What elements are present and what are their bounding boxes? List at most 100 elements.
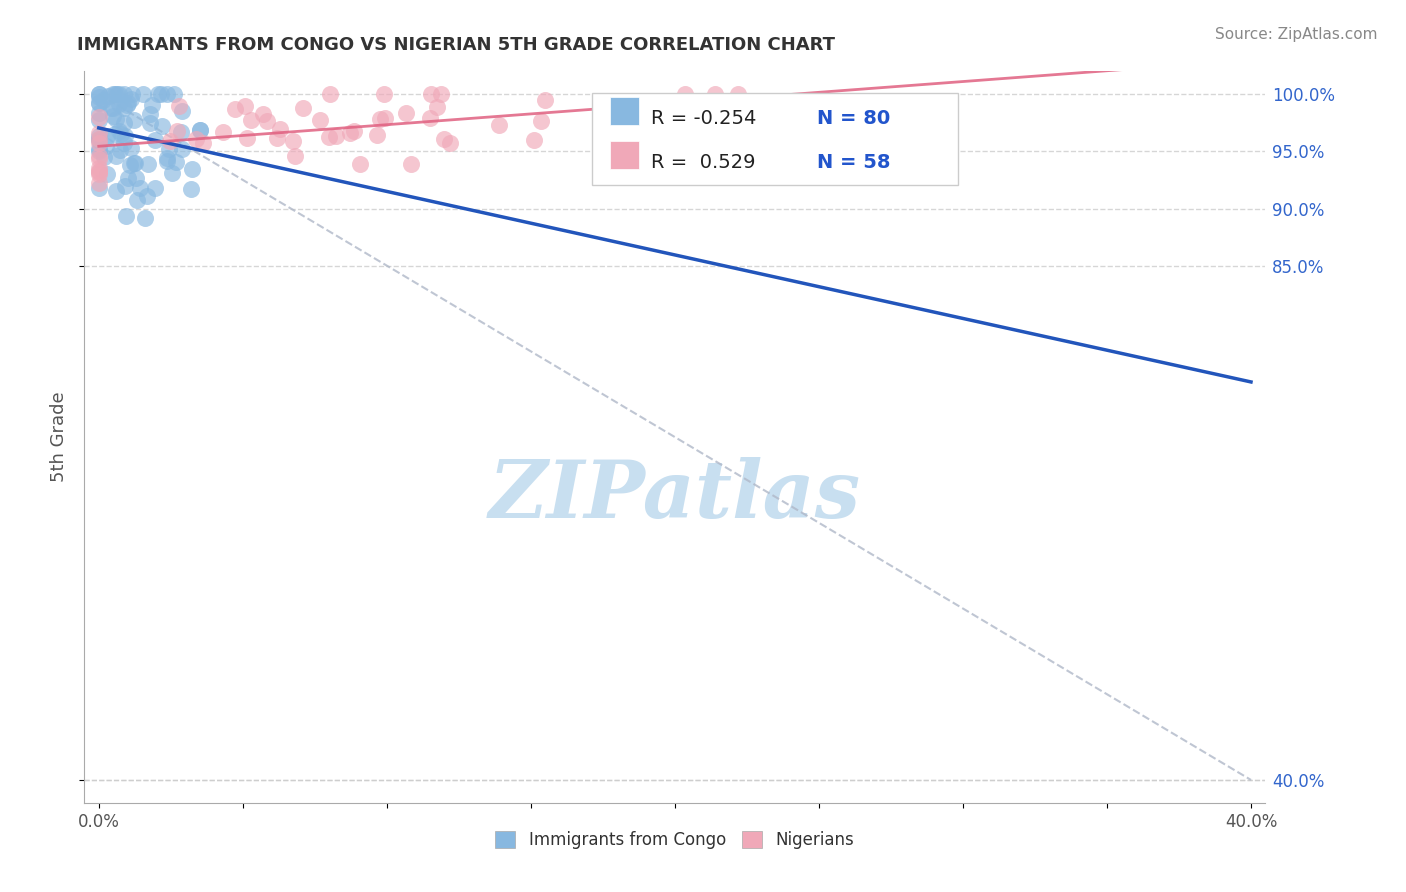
Point bbox=[184, 132, 207, 146]
Point bbox=[703, 87, 725, 102]
Point bbox=[87, 87, 110, 102]
Point bbox=[291, 101, 314, 115]
Point bbox=[373, 87, 395, 102]
Point bbox=[87, 136, 110, 150]
Point bbox=[659, 101, 682, 115]
Point bbox=[651, 103, 673, 118]
Point bbox=[212, 125, 235, 139]
Point bbox=[101, 87, 124, 102]
Point bbox=[191, 136, 214, 151]
Point bbox=[93, 150, 115, 164]
Point bbox=[166, 123, 188, 137]
Point bbox=[318, 129, 340, 144]
Point bbox=[170, 142, 193, 156]
Point bbox=[87, 129, 110, 144]
Point bbox=[87, 164, 110, 178]
Text: R =  0.529: R = 0.529 bbox=[651, 153, 756, 172]
Point bbox=[165, 154, 187, 169]
Point bbox=[613, 103, 636, 118]
Point bbox=[120, 141, 142, 155]
Point bbox=[523, 133, 546, 147]
Point bbox=[112, 87, 135, 102]
Point bbox=[727, 87, 749, 102]
Point bbox=[87, 181, 110, 195]
Point bbox=[87, 133, 110, 147]
Point bbox=[101, 110, 124, 124]
Point bbox=[110, 143, 132, 157]
Point bbox=[401, 157, 423, 171]
Point bbox=[132, 87, 155, 102]
Point bbox=[339, 126, 361, 140]
Point bbox=[108, 97, 131, 112]
Point bbox=[318, 87, 340, 102]
Point bbox=[169, 99, 191, 113]
Point bbox=[87, 90, 110, 104]
Point bbox=[87, 113, 110, 128]
Point bbox=[236, 131, 259, 145]
Point bbox=[284, 149, 307, 163]
Point bbox=[160, 166, 183, 180]
Point bbox=[134, 211, 156, 226]
Point bbox=[188, 123, 211, 137]
Point bbox=[105, 87, 128, 102]
Point bbox=[108, 123, 131, 137]
Legend: Immigrants from Congo, Nigerians: Immigrants from Congo, Nigerians bbox=[495, 831, 855, 849]
Point bbox=[87, 176, 110, 190]
Y-axis label: 5th Grade: 5th Grade bbox=[49, 392, 67, 483]
Point bbox=[172, 104, 194, 119]
Point bbox=[112, 101, 135, 115]
Point bbox=[150, 87, 173, 102]
Point bbox=[114, 178, 136, 193]
Point bbox=[240, 112, 263, 127]
Point bbox=[87, 95, 110, 110]
Point bbox=[87, 149, 110, 163]
Point bbox=[138, 157, 160, 171]
Point bbox=[141, 98, 163, 112]
Text: R = -0.254: R = -0.254 bbox=[651, 110, 756, 128]
Point bbox=[673, 87, 696, 102]
Point bbox=[122, 156, 145, 170]
Text: Source: ZipAtlas.com: Source: ZipAtlas.com bbox=[1215, 27, 1378, 42]
Point bbox=[87, 105, 110, 120]
Point bbox=[256, 113, 278, 128]
Point bbox=[93, 93, 115, 107]
Point bbox=[224, 102, 246, 116]
Point bbox=[488, 118, 510, 132]
Point bbox=[426, 100, 449, 114]
Point bbox=[170, 125, 193, 139]
Point bbox=[104, 87, 127, 102]
Point bbox=[125, 193, 148, 207]
Text: ZIPatlas: ZIPatlas bbox=[489, 457, 860, 534]
Point bbox=[343, 124, 366, 138]
Point bbox=[87, 152, 110, 166]
Point bbox=[125, 170, 148, 185]
Point bbox=[87, 164, 110, 178]
Point bbox=[269, 122, 291, 136]
Point bbox=[112, 115, 135, 129]
Point bbox=[430, 87, 453, 102]
Point bbox=[139, 107, 162, 121]
Point bbox=[439, 136, 461, 150]
Point bbox=[349, 157, 371, 171]
Point bbox=[104, 127, 127, 141]
Point bbox=[266, 131, 288, 145]
Point bbox=[94, 138, 117, 153]
Point bbox=[395, 106, 418, 120]
Point bbox=[105, 112, 128, 126]
Point bbox=[143, 180, 166, 194]
Point bbox=[87, 87, 110, 102]
Point bbox=[108, 87, 131, 102]
Point bbox=[156, 87, 179, 102]
Point bbox=[368, 112, 391, 126]
Point bbox=[97, 89, 120, 103]
Point bbox=[366, 128, 388, 142]
Point bbox=[180, 161, 202, 176]
Point bbox=[534, 93, 557, 107]
Point bbox=[163, 87, 186, 102]
Point bbox=[87, 161, 110, 175]
Point bbox=[110, 127, 132, 141]
Point bbox=[156, 151, 179, 165]
Point bbox=[420, 87, 443, 102]
Point bbox=[150, 119, 173, 133]
Point bbox=[419, 111, 441, 125]
